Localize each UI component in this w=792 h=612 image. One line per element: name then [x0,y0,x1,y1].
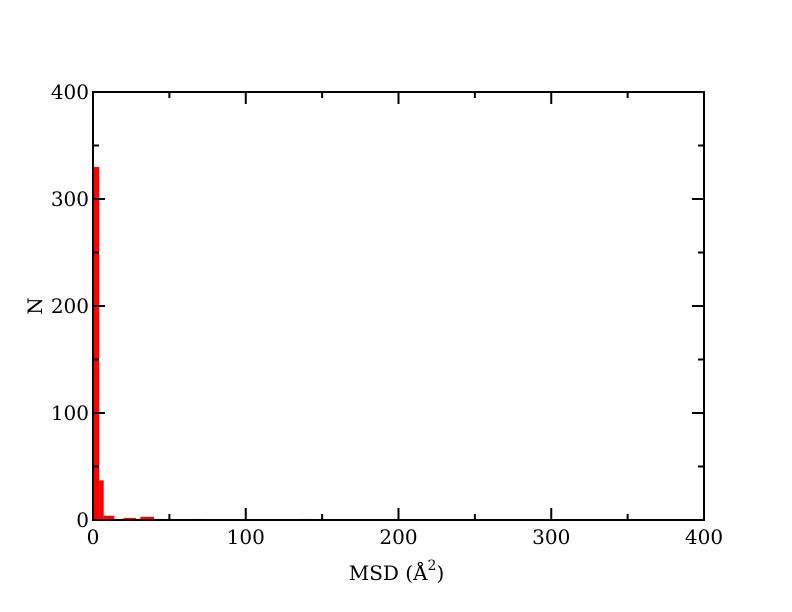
x-tick-label: 0 [87,525,100,549]
plot-frame [92,91,705,521]
x-axis-label-superscript: 2 [428,558,437,574]
x-tick-label: 100 [227,525,265,549]
histogram-bar [93,166,100,520]
y-tick-label: 100 [51,401,89,425]
x-axis-label-main: MSD (Å [349,560,428,585]
histogram-bar [103,515,115,520]
y-tick-label: 200 [51,294,89,318]
y-tick-label: 0 [76,508,89,532]
x-tick-label: 400 [685,525,723,549]
histogram-bar [140,516,155,520]
x-tick-label: 200 [379,525,417,549]
x-axis-label-close: ) [436,561,444,585]
y-tick-label: 400 [51,80,89,104]
histogram-bar [99,480,104,520]
histogram-bar [123,517,136,520]
axis-tick-labels: 0 100 200 300 400 0 100 200 300 400 [51,80,723,549]
x-axis-label: MSD (Å2) [349,558,445,585]
y-tick-label: 300 [51,187,89,211]
x-tick-label: 300 [532,525,570,549]
y-axis-label: N [23,297,47,315]
